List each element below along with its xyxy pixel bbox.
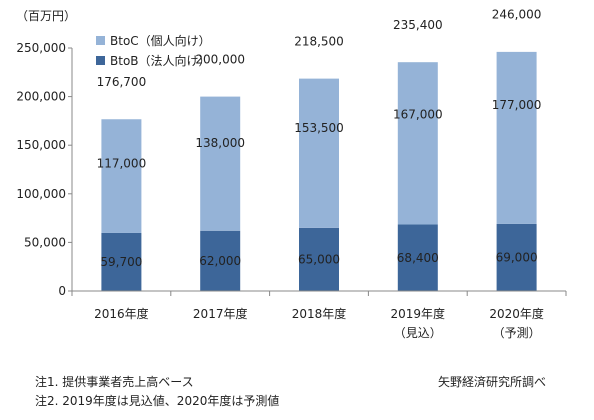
y-tick-label: 150,000 (16, 138, 66, 152)
bar-btob (496, 223, 537, 291)
legend-label: BtoB（法人向け） (110, 53, 211, 68)
bar-btob (299, 227, 339, 291)
category-sublabel: （予測） (493, 326, 541, 340)
legend-label: BtoC（個人向け） (110, 33, 211, 48)
y-tick-label: 0 (58, 284, 66, 298)
x-axis: 2016年度 2017年度 2018年度 2019年度 （見込） 2020年度 （予測） (71, 290, 567, 340)
btob-value-label: 69,000 (496, 250, 538, 264)
bar-btoc (101, 119, 142, 233)
y-tick-label: 100,000 (16, 187, 66, 201)
bar-btoc (397, 62, 438, 225)
y-tick-label: 200,000 (16, 90, 66, 104)
btoc-value-label: 153,500 (294, 121, 344, 135)
btoc-value-label: 167,000 (393, 108, 443, 122)
bar-btoc (200, 96, 241, 231)
category-label: 2019年度 (391, 306, 446, 321)
y-tick-label: 250,000 (16, 41, 66, 55)
category-label: 2018年度 (292, 306, 347, 321)
btob-value-label: 68,400 (397, 251, 439, 265)
legend-swatch (96, 36, 105, 45)
category-sublabel: （見込） (394, 326, 442, 340)
legend-swatch (96, 56, 105, 65)
bar-btob (101, 232, 142, 291)
total-value-label: 176,700 (97, 75, 147, 89)
btob-value-label: 62,000 (199, 254, 241, 268)
btoc-value-label: 117,000 (97, 156, 147, 170)
total-value-label: 218,500 (294, 34, 344, 48)
note-2: 注2. 2019年度は見込値、2020年度は予測値 (35, 394, 280, 408)
note-1: 注1. 提供事業者売上高ベース (35, 375, 194, 389)
btoc-value-label: 138,000 (195, 136, 245, 150)
bar-btoc (299, 78, 339, 228)
source-note: 矢野経済研究所調べ (438, 375, 547, 389)
bar-btob (397, 224, 438, 291)
data-labels: 59,700 117,000 176,700 62,000 138,000 200,000… (97, 8, 542, 269)
btob-value-label: 65,000 (298, 252, 340, 266)
bar-btob (200, 230, 241, 291)
bars (101, 51, 537, 291)
category-label: 2017年度 (193, 306, 248, 321)
total-value-label: 200,000 (195, 52, 245, 66)
legend: BtoC（個人向け） BtoB（法人向け） (96, 33, 211, 68)
btob-value-label: 59,700 (100, 255, 142, 269)
category-label: 2020年度 (489, 306, 544, 321)
y-tick-label: 50,000 (24, 235, 66, 249)
total-value-label: 246,000 (492, 8, 542, 22)
btoc-value-label: 177,000 (492, 98, 542, 112)
unit-label: （百万円） (16, 9, 76, 23)
category-label: 2016年度 (94, 306, 149, 321)
y-axis: 0 50,000 100,000 150,000 200,000 250,000 (16, 41, 73, 298)
bar-btoc (496, 51, 537, 224)
total-value-label: 235,400 (393, 18, 443, 32)
